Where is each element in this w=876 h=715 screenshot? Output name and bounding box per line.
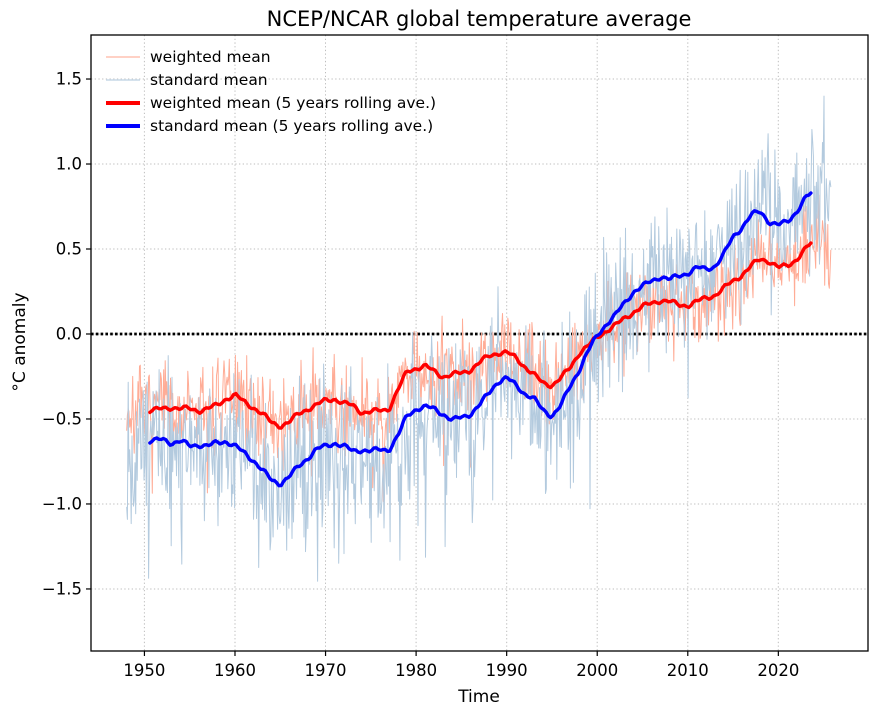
legend-label-weighted-mean: weighted mean [150, 47, 271, 66]
x-tick-label: 1980 [395, 661, 437, 680]
y-tick-label: 1.5 [56, 70, 82, 89]
y-tick-label: −0.5 [42, 409, 82, 428]
chart-title: NCEP/NCAR global temperature average [266, 7, 692, 31]
legend-row-weighted-mean: weighted mean [106, 45, 436, 68]
legend-line-weighted-rolling-icon [106, 100, 140, 105]
legend: weighted mean standard mean weighted mea… [106, 45, 436, 137]
series-path-3 [148, 191, 813, 488]
series-path-1 [126, 95, 832, 582]
y-axis-label: °C anomaly [10, 292, 30, 392]
x-tick-label: 1950 [123, 661, 165, 680]
legend-line-standard-rolling-icon [106, 123, 140, 128]
legend-line-weighted-mean-icon [106, 55, 140, 58]
x-tick-label: 2020 [757, 661, 799, 680]
legend-line-standard-mean-icon [106, 78, 140, 81]
x-tick-label: 1990 [486, 661, 528, 680]
legend-row-weighted-rolling: weighted mean (5 years rolling ave.) [106, 91, 436, 114]
legend-label-weighted-rolling: weighted mean (5 years rolling ave.) [150, 93, 437, 112]
y-tick-label: 0.5 [56, 240, 82, 259]
y-tick-label: −1.0 [42, 494, 82, 513]
y-tick-label: 0.0 [56, 324, 82, 343]
y-tick-label: −1.5 [42, 579, 82, 598]
legend-label-standard-mean: standard mean [150, 70, 268, 89]
x-axis-label: Time [458, 687, 500, 707]
y-tick-label: 1.0 [56, 155, 82, 174]
legend-label-standard-rolling: standard mean (5 years rolling ave.) [150, 116, 434, 135]
x-tick-label: 2000 [576, 661, 618, 680]
plot-border [90, 34, 869, 652]
legend-row-standard-mean: standard mean [106, 68, 436, 91]
x-tick-label: 1960 [214, 661, 256, 680]
series-path-2 [148, 241, 813, 430]
legend-row-standard-rolling: standard mean (5 years rolling ave.) [106, 114, 436, 137]
x-tick-label: 1970 [305, 661, 347, 680]
x-tick-label: 2010 [667, 661, 709, 680]
